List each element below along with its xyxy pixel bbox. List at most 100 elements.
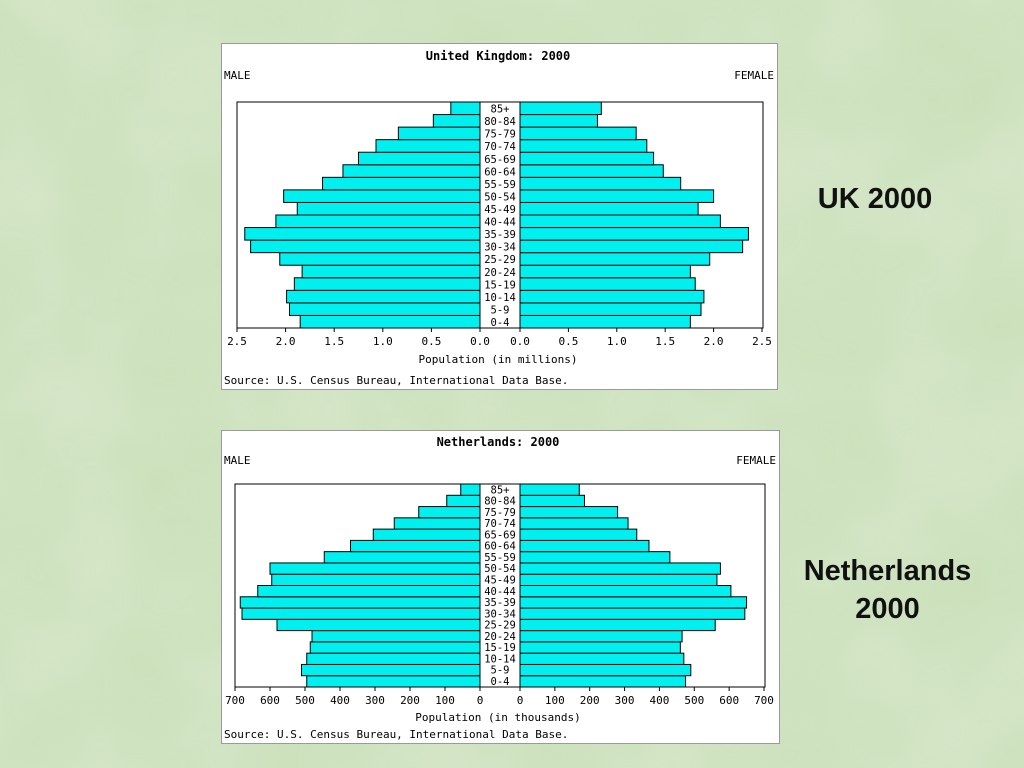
age-group-label: 50-54: [484, 563, 516, 575]
nl-label-line2: 2000: [855, 593, 920, 625]
nl-population-pyramid: Netherlands: 2000 MALE FEMALE 0-45-910-1415…: [224, 435, 776, 741]
male-bar-45-49: [296, 201, 481, 216]
age-group-label: 20-24: [484, 631, 516, 643]
male-tick-label: 700: [225, 694, 245, 707]
male-bar-80-84: [432, 114, 481, 128]
male-bar-25-29: [276, 618, 481, 632]
age-group-label: 60-64: [484, 166, 516, 178]
age-group-label: 30-34: [484, 608, 516, 620]
age-group-label: 30-34: [484, 242, 516, 254]
male-label: MALE: [224, 69, 251, 82]
female-tick-label: 1.0: [607, 335, 627, 348]
age-group-label: 85+: [491, 484, 510, 496]
male-bar-65-69: [372, 528, 481, 541]
plot-frame: [234, 483, 766, 688]
uk-2000-text: UK 2000: [817, 183, 933, 215]
age-group-label: 75-79: [484, 507, 516, 519]
age-group-label: 15-19: [484, 279, 516, 291]
female-tick-label: 0: [517, 694, 524, 707]
male-tick-label: 100: [435, 694, 455, 707]
female-bar-75-79: [519, 506, 619, 519]
male-bar-70-74: [393, 517, 481, 530]
male-bar-15-19: [293, 277, 481, 291]
female-bar-85+: [519, 101, 602, 116]
male-bar-55-59: [323, 551, 481, 564]
male-tick-label: 2.5: [227, 335, 247, 348]
male-bar-20-24: [311, 630, 481, 643]
male-bar-45-49: [271, 573, 481, 587]
age-group-label: 25-29: [484, 620, 516, 632]
male-bar-70-74: [375, 139, 481, 153]
female-tick-label: 600: [719, 694, 739, 707]
male-bar-60-64: [342, 164, 481, 178]
age-group-label: 60-64: [484, 541, 516, 553]
male-bar-50-54: [283, 189, 481, 203]
nl-pyramid-panel: Netherlands: 2000 MALE FEMALE 0-4 5-9 10-14 15…: [221, 430, 780, 744]
age-group-label: 55-59: [484, 179, 516, 191]
male-bar-20-24: [301, 264, 481, 279]
female-bar-5-9: [519, 663, 692, 677]
male-tick-label: 200: [400, 694, 420, 707]
male-tick-label: 500: [295, 694, 315, 707]
female-bar-0-4: [519, 675, 687, 688]
age-group-label: 20-24: [484, 267, 516, 279]
age-group-label: 35-39: [484, 597, 516, 609]
age-group-label: 40-44: [484, 217, 516, 229]
age-group-label: 85+: [491, 104, 510, 116]
male-bar-75-79: [418, 506, 481, 519]
female-tick-label: 400: [649, 694, 669, 707]
male-bar-0-4: [306, 675, 481, 688]
female-bar-40-44: [519, 585, 732, 598]
female-bar-55-59: [519, 176, 682, 191]
chart-title: United Kingdom: 2000: [426, 49, 571, 63]
age-group-label: 75-79: [484, 129, 516, 141]
female-bar-10-14: [519, 652, 685, 665]
female-bar-70-74: [519, 517, 629, 530]
female-bar-80-84: [519, 494, 585, 508]
female-tick-label: 700: [754, 694, 774, 707]
female-tick-label: 200: [580, 694, 600, 707]
female-bar-10-14: [519, 289, 705, 304]
female-bar-80-84: [519, 114, 598, 128]
male-bar-30-34: [241, 607, 481, 620]
male-bar-80-84: [446, 494, 481, 508]
male-tick-label: 1.5: [324, 335, 344, 348]
female-bar-65-69: [519, 151, 655, 166]
male-bar-85+: [450, 101, 481, 116]
female-tick-label: 2.5: [752, 335, 772, 348]
age-group-label: 25-29: [484, 254, 516, 266]
male-bar-15-19: [309, 641, 481, 654]
female-bar-60-64: [519, 164, 664, 178]
female-bar-30-34: [519, 239, 744, 254]
female-bar-45-49: [519, 573, 718, 587]
male-bar-30-34: [250, 239, 481, 254]
source-note: Source: U.S. Census Bureau, Internationa…: [224, 374, 568, 387]
female-bar-50-54: [519, 562, 721, 575]
x-axis-label: Population (in thousands): [415, 711, 581, 724]
male-bar-50-54: [269, 562, 481, 575]
female-tick-label: 100: [545, 694, 565, 707]
male-label: MALE: [224, 454, 251, 467]
male-tick-label: 400: [330, 694, 350, 707]
female-bar-50-54: [519, 189, 715, 203]
age-group-label: 15-19: [484, 642, 516, 654]
male-bar-25-29: [279, 252, 481, 266]
age-group-label: 45-49: [484, 204, 516, 216]
male-tick-label: 0: [477, 694, 484, 707]
female-bar-60-64: [519, 539, 650, 553]
age-group-label: 40-44: [484, 586, 516, 598]
female-bar-55-59: [519, 551, 671, 564]
age-group-label: 50-54: [484, 191, 516, 203]
male-tick-label: 1.0: [373, 335, 393, 348]
female-bar-5-9: [519, 302, 702, 316]
age-group-label: 35-39: [484, 229, 516, 241]
female-bar-65-69: [519, 528, 638, 541]
female-bar-30-34: [519, 607, 746, 620]
male-bar-35-39: [244, 227, 481, 241]
female-bar-85+: [519, 483, 580, 496]
age-group-label: 0-4: [491, 317, 510, 329]
male-bar-65-69: [358, 151, 481, 166]
female-tick-label: 1.5: [655, 335, 675, 348]
age-group-label: 45-49: [484, 575, 516, 587]
male-bar-85+: [460, 483, 481, 496]
